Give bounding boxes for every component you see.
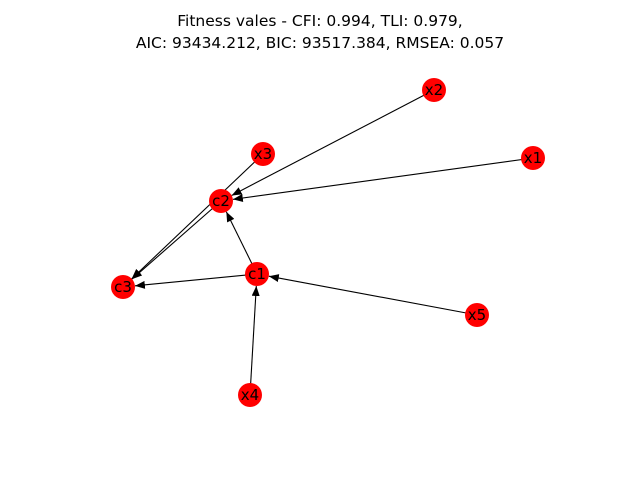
node-x3: x3	[251, 142, 275, 166]
node-label-x4: x4	[241, 386, 259, 404]
node-circle-c1	[245, 262, 269, 286]
node-circle-x1	[521, 146, 545, 170]
node-label-x3: x3	[254, 145, 272, 163]
node-circle-x2	[422, 78, 446, 102]
node-circle-x3	[251, 142, 275, 166]
figure-title: Fitness vales - CFI: 0.994, TLI: 0.979, …	[0, 10, 640, 54]
node-label-c1: c1	[248, 265, 266, 283]
node-x5: x5	[465, 303, 489, 327]
node-circle-c2	[209, 189, 233, 213]
node-label-c2: c2	[212, 192, 230, 210]
node-label-c3: c3	[114, 278, 132, 296]
node-label-x2: x2	[425, 81, 443, 99]
edge-c2-to-c3	[131, 200, 222, 280]
edge-c1-to-c3	[134, 273, 258, 289]
edge-x2-to-c2	[231, 89, 435, 196]
node-x4: x4	[238, 383, 262, 407]
edge-x5-to-c1	[268, 274, 478, 316]
node-circle-x4	[238, 383, 262, 407]
title-line-1: Fitness vales - CFI: 0.994, TLI: 0.979,	[177, 12, 463, 30]
node-x1: x1	[521, 146, 545, 170]
edge-x3-to-c3	[131, 153, 264, 280]
edge-x1-to-c2	[232, 157, 534, 202]
edge-x4-to-c1	[249, 285, 260, 396]
node-c3: c3	[111, 275, 135, 299]
edges-layer	[131, 89, 534, 396]
node-c1: c1	[245, 262, 269, 286]
title-line-2: AIC: 93434.212, BIC: 93517.384, RMSEA: 0…	[135, 34, 505, 52]
node-label-x5: x5	[468, 306, 486, 324]
node-x2: x2	[422, 78, 446, 102]
nodes-layer: x2 x3 x1 c2 c1 c3 x5 x4	[111, 78, 545, 407]
node-circle-x5	[465, 303, 489, 327]
node-label-x1: x1	[524, 149, 542, 167]
node-c2: c2	[209, 189, 233, 213]
node-circle-c3	[111, 275, 135, 299]
